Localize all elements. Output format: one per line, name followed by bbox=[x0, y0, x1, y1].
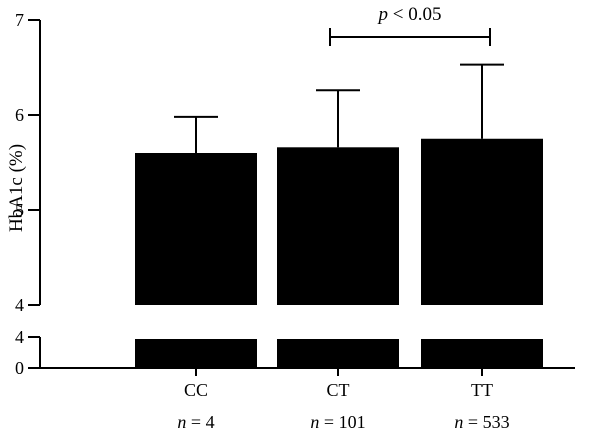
y-tick-label: 4 bbox=[15, 295, 24, 315]
significance-annotation: p < 0.05 bbox=[329, 4, 491, 46]
bar-lower bbox=[277, 339, 399, 368]
significance-label: p < 0.05 bbox=[377, 4, 442, 25]
sample-size-label: n = 4 bbox=[177, 412, 214, 432]
y-tick-label: 6 bbox=[15, 105, 24, 125]
sample-size-label: n = 101 bbox=[310, 412, 365, 432]
category-label: TT bbox=[471, 380, 493, 400]
bar bbox=[135, 153, 257, 305]
y-tick-label: 5 bbox=[15, 200, 24, 220]
sample-size-label: n = 533 bbox=[454, 412, 509, 432]
y-axis-title: HbA1c (%) bbox=[6, 144, 27, 232]
bar-group bbox=[135, 63, 543, 368]
category-labels: CC n = 4 CT n = 101 TT n = 533 bbox=[177, 380, 509, 432]
bar bbox=[277, 147, 399, 305]
y-tick-label: 0 bbox=[15, 358, 24, 378]
y-tick-label: 4 bbox=[15, 327, 24, 347]
category-label: CT bbox=[326, 380, 349, 400]
bar-lower bbox=[135, 339, 257, 368]
bar-lower bbox=[421, 339, 543, 368]
category-label: CC bbox=[184, 380, 208, 400]
bar bbox=[421, 138, 543, 305]
y-tick-label: 7 bbox=[15, 10, 24, 30]
